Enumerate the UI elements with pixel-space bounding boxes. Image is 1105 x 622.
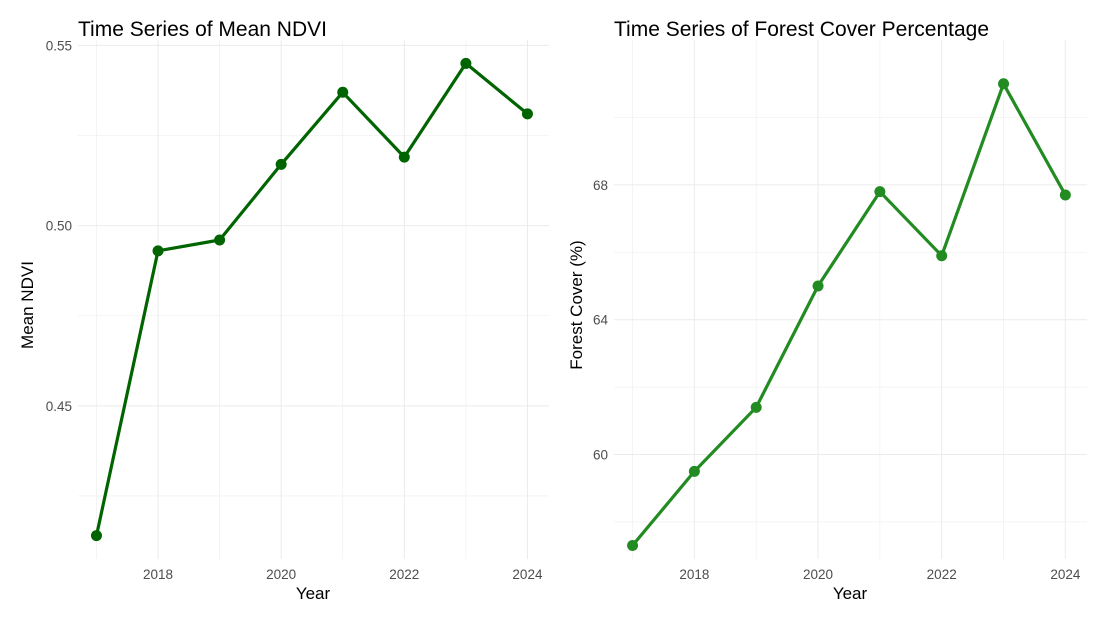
chart-forest-cover-xtick-label: 2022 [927,567,957,582]
chart-forest-cover-xtick-label: 2020 [803,567,833,582]
chart-ndvi-xtick-label: 2024 [512,567,543,582]
chart-forest-cover-data-point [812,280,824,292]
chart-forest-cover-ylabel: Forest Cover (%) [567,240,586,369]
chart-ndvi-ticks: 2018 2020 2022 2024 0.45 0.50 0.55 [46,38,543,582]
chart-forest-cover-ytick-label: 68 [593,178,608,193]
chart-forest-cover-series-line [630,82,1068,548]
chart-forest-cover-title: Time Series of Forest Cover Percentage [614,18,989,41]
chart-ndvi-xlabel: Year [296,584,331,603]
chart-ndvi-series [90,57,533,542]
chart-forest-cover-data-point [874,186,886,198]
chart-ndvi-xtick-label: 2022 [389,567,419,582]
chart-forest-cover-ytick-label: 64 [593,313,609,328]
chart-forest-cover: Time Series of Forest Cover Percentage 2… [567,18,1087,603]
chart-forest-cover-data-point [627,540,639,552]
chart-ndvi: Time Series of Mean NDVI 2018 2020 2022 202… [18,18,549,603]
chart-forest-cover-data-point [750,401,762,413]
chart-forest-cover-xtick-label: 2024 [1050,567,1081,582]
chart-ndvi-grid [78,40,549,559]
chart-forest-cover-ticks: 2018 2020 2022 2024 60 64 68 [593,178,1081,582]
chart-ndvi-data-point [152,245,164,257]
chart-ndvi-xtick-label: 2018 [143,567,173,582]
chart-ndvi-series-line [94,61,530,538]
chart-forest-cover-data-point [936,250,948,262]
chart-forest-cover-xlabel: Year [833,584,868,603]
chart-ndvi-data-point [398,151,410,163]
chart-ndvi-ytick-label: 0.45 [46,399,72,414]
chart-ndvi-data-point [337,86,349,98]
chart-forest-cover-data-point [1059,189,1071,201]
chart-forest-cover-data-point [688,465,700,477]
chart-forest-cover-series [627,78,1071,552]
chart-ndvi-data-point [90,530,102,542]
chart-ndvi-data-point [460,57,472,69]
chart-ndvi-data-point [275,158,287,170]
chart-ndvi-data-point [214,234,226,246]
chart-ndvi-ytick-label: 0.55 [46,38,72,53]
chart-ndvi-ylabel: Mean NDVI [18,261,37,349]
chart-ndvi-title: Time Series of Mean NDVI [78,18,327,41]
chart-ndvi-data-point [521,108,533,120]
chart-ndvi-xtick-label: 2020 [266,567,296,582]
chart-forest-cover-data-point [998,78,1010,90]
chart-ndvi-ytick-label: 0.50 [46,219,72,234]
chart-forest-cover-ytick-label: 60 [593,448,608,463]
chart-forest-cover-xtick-label: 2018 [679,567,709,582]
